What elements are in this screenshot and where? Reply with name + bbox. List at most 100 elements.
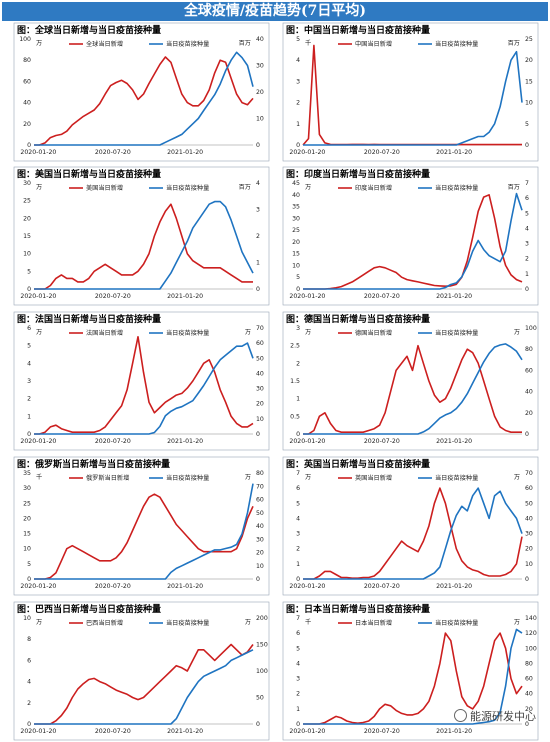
left-tick-label: 3 (296, 531, 300, 538)
right-tick-label: 0 (256, 286, 260, 293)
left-axis-unit: 万 (305, 329, 311, 336)
x-tick-label: 2020-07-20 (364, 293, 400, 300)
left-tick-label: 20 (23, 515, 31, 522)
left-axis-unit: 万 (36, 619, 42, 626)
left-tick-label: 7 (296, 470, 300, 477)
legend-label: 当日疫苗接种量 (435, 474, 478, 482)
legend-label: 法国当日新增 (86, 329, 123, 337)
left-tick-label: 6 (27, 657, 31, 664)
left-tick-label: 10 (292, 262, 300, 269)
x-tick-label: 2021-01-20 (436, 293, 472, 300)
left-tick-label: 30 (23, 180, 31, 187)
right-tick-label: 100 (525, 325, 537, 332)
right-tick-label: 20 (525, 57, 533, 64)
x-tick-label: 2021-01-20 (436, 583, 472, 590)
wechat-icon (454, 709, 467, 722)
left-tick-label: 35 (292, 204, 300, 211)
left-tick-label: 1 (296, 706, 300, 713)
right-tick-label: 0 (256, 721, 260, 728)
chart-title: 图：印度当日新增与当日疫苗接种量 (286, 168, 430, 180)
right-tick-label: 40 (256, 523, 264, 530)
left-tick-label: 40 (292, 192, 300, 199)
legend-label: 当日疫苗接种量 (435, 329, 478, 337)
left-tick-label: 15 (292, 251, 300, 258)
right-tick-label: 0 (525, 286, 529, 293)
left-tick-label: 1.5 (290, 378, 300, 385)
right-tick-label: 0 (525, 576, 529, 583)
right-axis-unit: 万 (514, 619, 520, 626)
left-tick-label: 5 (296, 36, 300, 43)
right-tick-label: 0 (525, 721, 529, 728)
right-tick-label: 60 (525, 676, 533, 683)
legend-label: 俄罗斯当日新增 (86, 474, 129, 482)
right-tick-label: 80 (525, 346, 533, 353)
series-line-vaccine (34, 483, 254, 580)
legend-label: 当日疫苗接种量 (166, 329, 209, 337)
left-tick-label: 8 (27, 636, 31, 643)
right-tick-label: 70 (525, 470, 533, 477)
x-tick-label: 2021-01-20 (167, 149, 203, 156)
legend-label: 当日疫苗接种量 (166, 40, 209, 48)
right-tick-label: 10 (256, 416, 264, 423)
right-tick-label: 5 (525, 121, 529, 128)
x-tick-label: 2020-07-20 (95, 149, 131, 156)
right-axis-unit: 万 (245, 619, 251, 626)
x-tick-label: 2020-01-20 (20, 149, 56, 156)
x-tick-label: 2020-07-20 (364, 728, 400, 735)
left-tick-label: 0 (296, 576, 300, 583)
right-tick-label: 50 (256, 355, 264, 362)
left-tick-label: 80 (23, 57, 31, 64)
left-axis-unit: 万 (36, 40, 42, 47)
chart-frame (282, 311, 539, 451)
chart-title: 图：法国当日新增与当日疫苗接种量 (17, 313, 161, 325)
chart-frame (13, 166, 270, 306)
right-tick-label: 7 (525, 180, 529, 187)
left-tick-label: 5 (27, 268, 31, 275)
series-line-vaccine (303, 192, 523, 290)
right-tick-label: 30 (525, 531, 533, 538)
right-tick-label: 50 (525, 500, 533, 507)
left-tick-label: 20 (292, 239, 300, 246)
right-tick-label: 40 (525, 515, 533, 522)
left-axis-unit: 万 (36, 329, 42, 336)
right-tick-label: 60 (256, 340, 264, 347)
left-tick-label: 0 (27, 142, 31, 149)
series-line-cases (303, 194, 523, 290)
left-tick-label: 4 (296, 515, 300, 522)
right-tick-label: 0 (256, 142, 260, 149)
chart-title: 图：美国当日新增与当日疫苗接种量 (17, 168, 161, 180)
right-axis-unit: 万 (245, 474, 251, 481)
right-axis-unit: 百万 (239, 184, 251, 191)
right-axis-unit: 万 (514, 329, 520, 336)
right-tick-label: 20 (256, 89, 264, 96)
x-tick-label: 2020-01-20 (20, 728, 56, 735)
left-tick-label: 25 (23, 198, 31, 205)
legend-label: 德国当日新增 (355, 329, 392, 337)
left-tick-label: 0 (296, 721, 300, 728)
right-tick-label: 40 (256, 370, 264, 377)
series-line-cases (303, 632, 523, 725)
series-line-cases (34, 203, 253, 290)
right-tick-label: 4 (256, 180, 260, 187)
right-tick-label: 6 (525, 195, 529, 202)
left-tick-label: 0 (27, 431, 31, 438)
right-tick-label: 80 (256, 470, 264, 477)
x-tick-label: 2020-01-20 (289, 438, 325, 445)
legend-label: 英国当日新增 (355, 474, 392, 482)
right-tick-label: 0 (256, 576, 260, 583)
left-tick-label: 5 (27, 343, 31, 350)
right-tick-label: 120 (525, 630, 537, 637)
right-tick-label: 5 (525, 210, 529, 217)
left-tick-label: 2 (296, 546, 300, 553)
right-tick-label: 20 (256, 401, 264, 408)
right-axis-unit: 万 (245, 329, 251, 336)
right-tick-label: 20 (525, 410, 533, 417)
left-axis-unit: 万 (305, 184, 311, 191)
legend-label: 印度当日新增 (355, 184, 392, 192)
x-tick-label: 2021-01-20 (167, 293, 203, 300)
series-line-cases (34, 643, 254, 725)
left-tick-label: 5 (27, 561, 31, 568)
right-tick-label: 40 (256, 36, 264, 43)
